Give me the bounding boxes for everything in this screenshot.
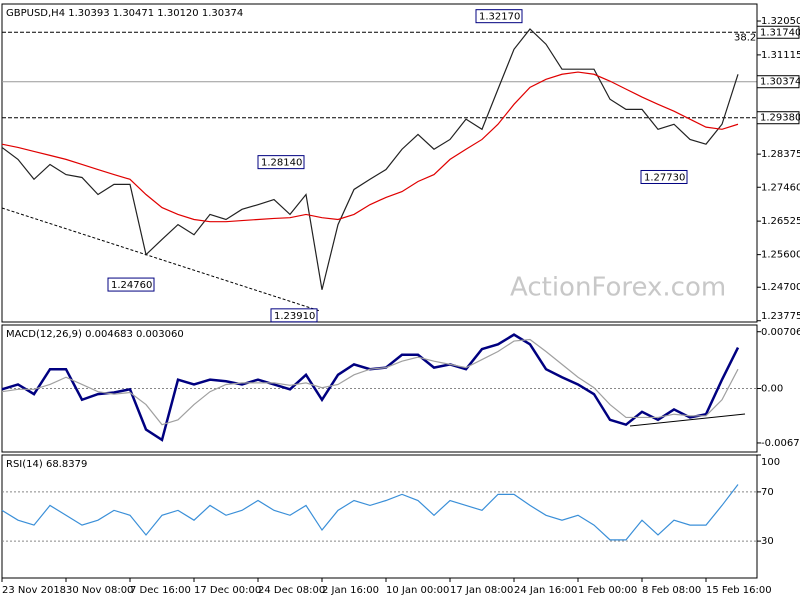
y-tick-label: 1.31115 <box>761 50 800 61</box>
y-tick-label: 1.23775 <box>761 311 800 322</box>
annotation-label: 1.23910 <box>274 311 315 322</box>
x-tick-label: 17 Jan 08:00 <box>450 585 513 596</box>
x-tick-label: 2 Jan 16:00 <box>322 585 379 596</box>
y-tick-label: 1.27460 <box>761 182 800 193</box>
annotation-box <box>475 9 523 24</box>
annotation-label: 1.28140 <box>261 158 302 169</box>
y-tick-label: 70 <box>761 487 774 498</box>
annotation-box <box>640 169 688 184</box>
x-tick-label: 30 Nov 08:00 <box>66 585 133 596</box>
x-tick-label: 10 Jan 00:00 <box>386 585 449 596</box>
y-tick-label: 30 <box>761 536 774 547</box>
x-tick-label: 15 Feb 16:00 <box>706 585 772 596</box>
annotation-label: 1.32170 <box>479 12 520 23</box>
y-tick-label: 1.24700 <box>761 282 800 293</box>
x-tick-label: 24 Jan 16:00 <box>514 585 577 596</box>
panel-title: GBPUSD,H4 1.30393 1.30471 1.30120 1.3037… <box>6 8 243 19</box>
series-line <box>1 338 739 426</box>
x-tick-label: 7 Dec 16:00 <box>130 585 191 596</box>
panel-frame <box>1 3 758 323</box>
annotation-box <box>107 277 155 292</box>
fib-label: 38.2 <box>734 32 756 43</box>
annotation-box <box>270 308 318 323</box>
x-tick-label: 17 Dec 00:00 <box>194 585 261 596</box>
y-tick-label: 1.32050 <box>761 16 800 27</box>
series-line <box>1 71 739 223</box>
level-label: 1.29380 <box>760 113 800 124</box>
annotation-box <box>257 155 305 170</box>
panel-frame <box>1 454 758 579</box>
annotation-label: 1.24760 <box>111 280 152 291</box>
y-tick-label: 0.007063 <box>761 327 800 338</box>
y-tick-label: 1.25600 <box>761 250 800 261</box>
x-tick-label: 23 Nov 2018 <box>2 585 66 596</box>
macd-trend-line <box>629 413 746 427</box>
x-tick-label: 24 Dec 08:00 <box>258 585 325 596</box>
series-line <box>1 484 739 541</box>
level-box <box>756 111 800 125</box>
trend-line <box>1 207 321 312</box>
panel-title: RSI(14) 68.8379 <box>6 459 87 470</box>
y-tick-label: 1.28375 <box>761 149 800 160</box>
x-tick-label: 1 Feb 00:00 <box>578 585 637 596</box>
y-tick-label: -0.006774 <box>761 438 800 449</box>
watermark: ActionForex.com <box>510 273 726 303</box>
y-tick-label: 100 <box>761 457 780 468</box>
y-tick-label: 1.26525 <box>761 216 800 227</box>
x-tick-label: 8 Feb 08:00 <box>642 585 701 596</box>
series-line <box>1 28 739 290</box>
annotation-label: 1.27730 <box>644 172 685 183</box>
level-box <box>756 75 800 89</box>
panel-title: MACD(12,26,9) 0.004683 0.003060 <box>6 329 184 340</box>
level-label: 1.30374 <box>760 77 800 88</box>
y-tick-label: 0.00 <box>761 384 783 395</box>
level-label: 1.31740 <box>760 27 800 38</box>
level-box <box>756 25 800 39</box>
